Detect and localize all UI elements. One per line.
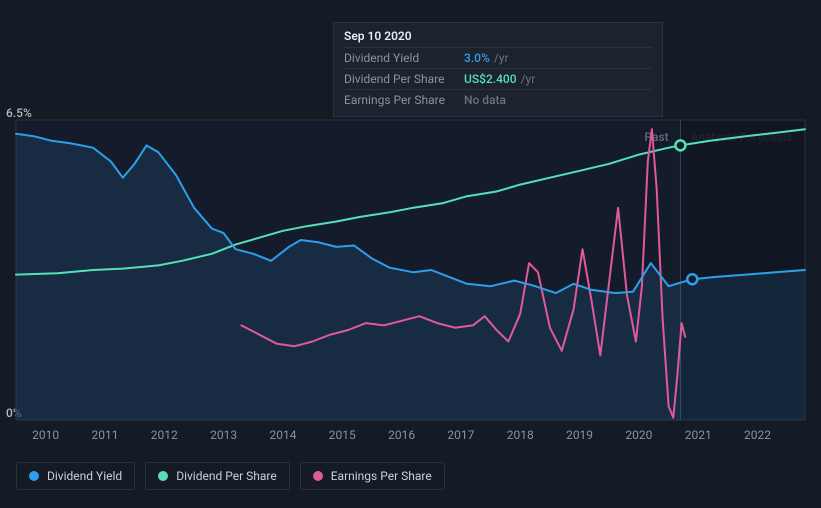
x-axis-tick: 2019	[566, 428, 593, 442]
legend-item-dividend-yield[interactable]: Dividend Yield	[16, 462, 135, 490]
legend-label: Dividend Yield	[47, 469, 122, 483]
x-axis-tick: 2018	[507, 428, 534, 442]
legend-label: Earnings Per Share	[331, 469, 432, 483]
x-axis-tick: 2022	[744, 428, 771, 442]
chart-legend: Dividend Yield Dividend Per Share Earnings…	[16, 462, 445, 490]
legend-item-dividend-per-share[interactable]: Dividend Per Share	[145, 462, 290, 490]
legend-item-earnings-per-share[interactable]: Earnings Per Share	[300, 462, 445, 490]
x-axis-tick: 2012	[151, 428, 178, 442]
x-axis-tick: 2013	[210, 428, 237, 442]
x-axis-tick: 2017	[447, 428, 474, 442]
x-axis: 2010 2011 2012 2013 2014 2015 2016 2017 2018 2019…	[16, 428, 805, 446]
x-axis-tick: 2014	[269, 428, 296, 442]
legend-label: Dividend Per Share	[176, 469, 277, 483]
legend-dot	[313, 471, 323, 481]
x-axis-tick: 2010	[32, 428, 59, 442]
x-axis-tick: 2021	[685, 428, 712, 442]
legend-dot	[158, 471, 168, 481]
x-axis-tick: 2015	[329, 428, 356, 442]
x-axis-tick: 2016	[388, 428, 415, 442]
legend-dot	[29, 471, 39, 481]
line-chart	[0, 0, 821, 450]
x-axis-tick: 2011	[91, 428, 118, 442]
x-axis-tick: 2020	[625, 428, 652, 442]
